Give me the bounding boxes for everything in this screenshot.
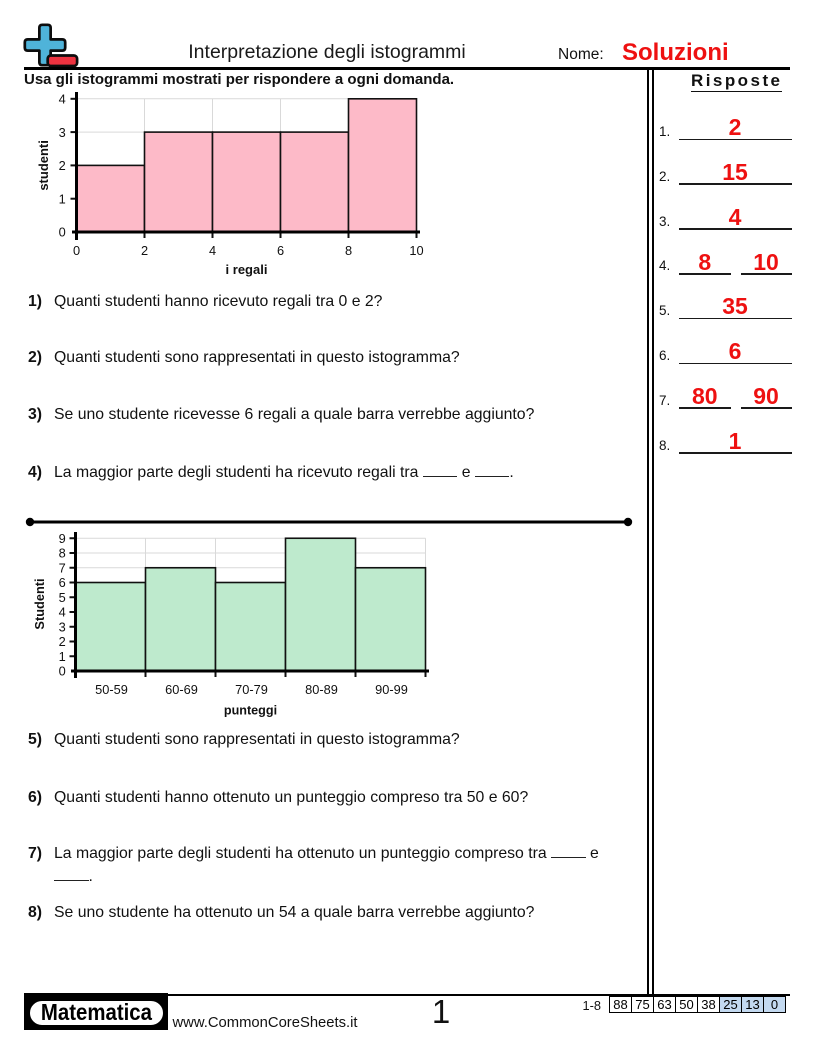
svg-text:4: 4 xyxy=(59,92,66,107)
svg-text:8: 8 xyxy=(59,546,66,561)
svg-text:1: 1 xyxy=(59,191,66,206)
svg-text:1: 1 xyxy=(59,649,66,664)
svg-text:60-69: 60-69 xyxy=(165,682,198,697)
svg-text:7: 7 xyxy=(59,560,66,575)
svg-text:2: 2 xyxy=(59,158,66,173)
svg-text:Studenti: Studenti xyxy=(32,578,47,629)
svg-text:2: 2 xyxy=(59,634,66,649)
svg-text:6: 6 xyxy=(59,575,66,590)
svg-text:3: 3 xyxy=(59,619,66,634)
svg-text:10: 10 xyxy=(409,243,423,258)
svg-text:0: 0 xyxy=(59,225,66,240)
svg-text:3: 3 xyxy=(59,125,66,140)
svg-text:4: 4 xyxy=(59,605,66,620)
svg-text:2: 2 xyxy=(141,243,148,258)
svg-text:0: 0 xyxy=(59,664,66,679)
svg-text:8: 8 xyxy=(345,243,352,258)
svg-text:5: 5 xyxy=(59,590,66,605)
svg-text:6: 6 xyxy=(277,243,284,258)
svg-text:90-99: 90-99 xyxy=(375,682,408,697)
svg-text:studenti: studenti xyxy=(36,140,51,191)
svg-text:80-89: 80-89 xyxy=(305,682,338,697)
svg-text:50-59: 50-59 xyxy=(95,682,128,697)
svg-text:70-79: 70-79 xyxy=(235,682,268,697)
svg-text:i regali: i regali xyxy=(226,262,268,277)
svg-text:0: 0 xyxy=(73,243,80,258)
svg-text:4: 4 xyxy=(209,243,216,258)
svg-text:punteggi: punteggi xyxy=(224,704,277,718)
svg-text:9: 9 xyxy=(59,531,66,546)
